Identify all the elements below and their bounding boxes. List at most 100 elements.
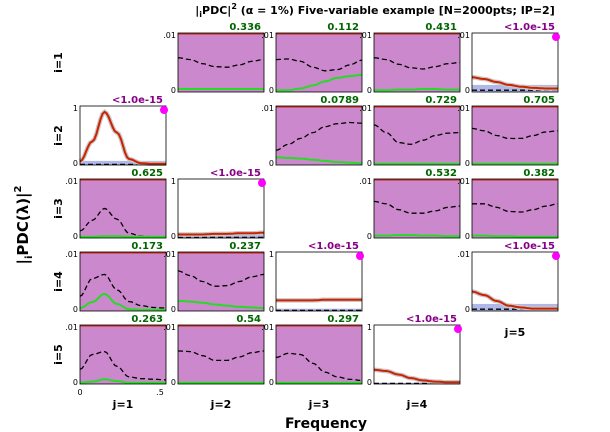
threshold-line [471,127,559,140]
significance-marker [552,33,560,41]
panel-i1-j3: .01 0 0.112 [261,22,363,95]
panel-frame [177,178,265,239]
panel-frame [79,251,167,312]
y-tick-top: .01 [359,31,372,40]
confidence-region [374,33,460,92]
panel-frame [275,324,363,385]
confidence-region [472,106,558,165]
y-tick-zero: 0 [171,378,176,387]
pdc-curve [276,298,362,302]
threshold-line [373,57,461,70]
panel-i2-j4: .01 0 0.729 [359,95,461,168]
panel-frame [177,324,265,385]
y-tick-zero: 0 [465,232,470,241]
p-value-label: <1.0e-15 [112,95,163,106]
panel-frame [275,105,363,166]
y-tick-zero: 0 [269,305,274,314]
row-label: i=3 [52,198,65,219]
p-value-label: 0.237 [229,241,261,252]
y-tick-top: .01 [163,31,176,40]
x-tick-start: 0 [77,388,82,397]
panel-i1-j2: .01 0 0.336 [163,22,265,95]
y-tick-zero: 0 [465,305,470,314]
confidence-region [472,179,558,238]
y-tick-zero: 0 [367,378,372,387]
panel-frame [373,324,461,385]
y-tick-top: .01 [261,323,274,332]
x-axis-ticks: 0.5 [77,388,163,397]
y-tick-top: .01 [457,177,470,186]
y-tick-zero: 0 [73,159,78,168]
y-tick-zero: 0 [367,86,372,95]
y-tick-zero: 0 [465,159,470,168]
y-tick-zero: 0 [269,378,274,387]
significance-marker [160,106,168,114]
panel-frame [275,251,363,312]
confidence-region [374,106,460,165]
panel-grid: .0100.336.0100.112.0100.431.010<1.0e-151… [65,22,560,387]
y-tick-top: .01 [65,250,78,259]
y-tick-zero: 0 [73,378,78,387]
y-axis-label: |iPDC(λ)|2 [13,185,35,264]
y-tick-top: .01 [457,104,470,113]
panel-frame [275,32,363,93]
row-label: i=5 [52,344,65,365]
panel-i3-j5: .01 0 0.382 [457,168,559,241]
row-label: i=2 [52,125,65,146]
threshold-line [373,124,460,145]
threshold-line [79,273,167,309]
x-tick-end: .5 [156,388,164,397]
pdc-curve [79,110,166,165]
panel-i4-j5: .01 0 <1.0e-15 [457,241,560,314]
y-tick-top: 1 [367,323,372,332]
threshold-line [79,350,167,381]
y-tick-top: .01 [359,104,372,113]
threshold-line [373,200,461,214]
confidence-region [80,179,166,238]
threshold-line [275,352,363,382]
y-tick-zero: 0 [367,159,372,168]
panel-i2-j5: .01 0 0.705 [457,95,559,168]
y-tick-top: .01 [65,177,78,186]
pdc-curve [79,378,166,384]
panel-i5-j1: .01 0 0.263 [65,314,167,387]
y-tick-top: .01 [359,177,372,186]
panel-i1-j4: .01 0 0.431 [359,22,461,95]
p-value-label: 0.532 [425,168,457,179]
pdc-curve [275,156,362,165]
column-label: j=4 [406,398,428,411]
p-value-label: 0.173 [131,241,163,252]
confidence-region [178,325,264,384]
p-value-label: <1.0e-15 [308,241,359,252]
y-tick-zero: 0 [73,305,78,314]
threshold-line [178,350,265,362]
p-value-label: <1.0e-15 [504,22,555,33]
y-tick-top: .01 [261,104,274,113]
confidence-region [276,106,362,165]
pdc-curve [472,234,558,238]
y-tick-zero: 0 [171,305,176,314]
panel-frame [373,32,461,93]
panel-i2-j1: 1 0 <1.0e-15 [73,95,168,168]
pdc-curve [80,235,166,238]
panel-frame [79,324,167,385]
panel-i3-j1: .01 0 0.625 [65,168,167,241]
y-tick-zero: 0 [269,159,274,168]
panel-frame [177,251,265,312]
threshold-line [275,58,363,72]
column-labels: j=1 j=2 j=3 j=4 j=5 [112,326,526,411]
panel-background [472,252,558,311]
confidence-region [276,325,362,384]
y-tick-zero: 0 [367,232,372,241]
panel-i3-j4: .01 0 0.532 [359,168,461,241]
panel-i5-j3: .01 0 0.297 [261,314,363,387]
panel-i5-j2: .01 0 0.54 [163,314,265,387]
panel-background [80,106,166,165]
confidence-region [80,325,166,384]
panel-frame [471,32,559,93]
panel-i4-j1: .01 0 0.173 [65,241,167,314]
pdc-curve [374,234,460,238]
p-value-label: <1.0e-15 [406,314,457,325]
p-value-label: 0.336 [229,22,261,33]
